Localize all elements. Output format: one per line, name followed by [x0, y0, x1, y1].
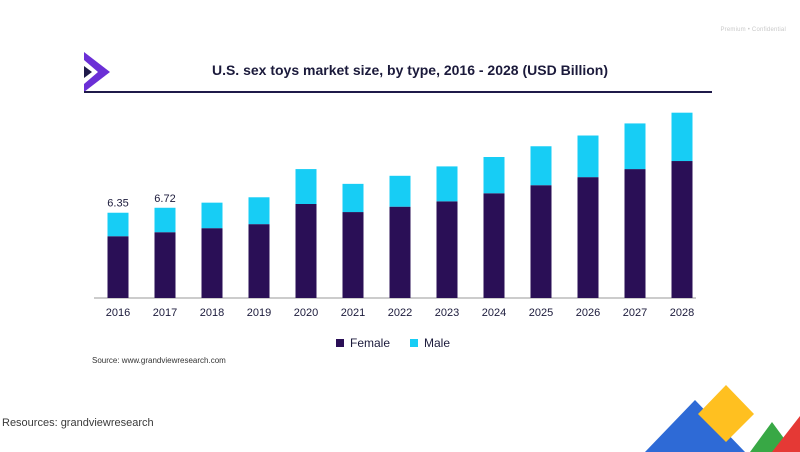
resources-note: Resources: grandviewresearch: [2, 417, 154, 429]
bar-male-2020: [295, 169, 317, 204]
stacked-bar-chart: 2016 6.35 2017 6.72 2018 2019 2020 2021 2022 2023…: [94, 112, 696, 319]
bar-male-2025: [530, 146, 552, 186]
legend-swatch-male: [410, 339, 419, 347]
legend-label-male: Male: [424, 336, 451, 350]
x-tick-label-2023: 2023: [435, 307, 459, 319]
grandview-logo: [84, 52, 110, 92]
bar-female-2020: [295, 204, 317, 298]
x-tick-label-2028: 2028: [670, 307, 694, 319]
x-tick-label-2018: 2018: [200, 307, 224, 319]
bar-female-2026: [577, 177, 599, 298]
bar-female-2023: [436, 201, 458, 298]
legend-item-male: Male: [410, 336, 450, 350]
bar-female-2027: [624, 169, 646, 298]
bar-male-2027: [624, 123, 646, 170]
chart-title: U.S. sex toys market size, by type, 2016…: [211, 62, 609, 78]
bar-male-2026: [577, 135, 599, 178]
bar-male-2023: [436, 166, 458, 202]
bar-male-2019: [248, 197, 270, 225]
x-tick-label-2019: 2019: [247, 307, 271, 319]
x-tick-label-2021: 2021: [341, 307, 365, 319]
x-tick-label-2017: 2017: [153, 307, 177, 319]
bar-female-2028: [671, 161, 693, 298]
bar-male-2028: [671, 112, 693, 162]
bar-male-2016: [107, 212, 129, 237]
decorative-corner-shapes: [645, 385, 800, 452]
confidential-watermark: Premium • Confidential: [720, 27, 786, 33]
legend-label-female: Female: [350, 336, 391, 350]
bar-male-2022: [389, 175, 411, 207]
x-tick-label-2022: 2022: [388, 307, 412, 319]
x-tick-label-2020: 2020: [294, 307, 318, 319]
bar-female-2021: [342, 212, 364, 298]
bar-female-2019: [248, 224, 270, 298]
x-tick-label-2024: 2024: [482, 307, 506, 319]
bar-male-2021: [342, 183, 364, 213]
x-tick-label-2027: 2027: [623, 307, 647, 319]
bar-female-2017: [154, 232, 176, 298]
chart-legend: Female Male: [336, 336, 470, 350]
chart-source: Source: www.grandviewresearch.com: [92, 356, 226, 365]
legend-item-female: Female: [336, 336, 390, 350]
bar-female-2025: [530, 185, 552, 298]
data-label-2017: 6.72: [154, 193, 175, 205]
x-tick-label-2016: 2016: [106, 307, 130, 319]
title-divider: [84, 91, 712, 93]
legend-swatch-female: [336, 339, 344, 347]
bar-male-2018: [201, 202, 223, 229]
bar-male-2017: [154, 207, 176, 233]
bar-male-2024: [483, 157, 505, 194]
x-tick-label-2025: 2025: [529, 307, 553, 319]
bar-female-2018: [201, 228, 223, 298]
x-tick-label-2026: 2026: [576, 307, 600, 319]
bar-female-2022: [389, 206, 411, 298]
bar-female-2016: [107, 236, 129, 298]
data-label-2016: 6.35: [107, 198, 128, 210]
bar-female-2024: [483, 193, 505, 298]
